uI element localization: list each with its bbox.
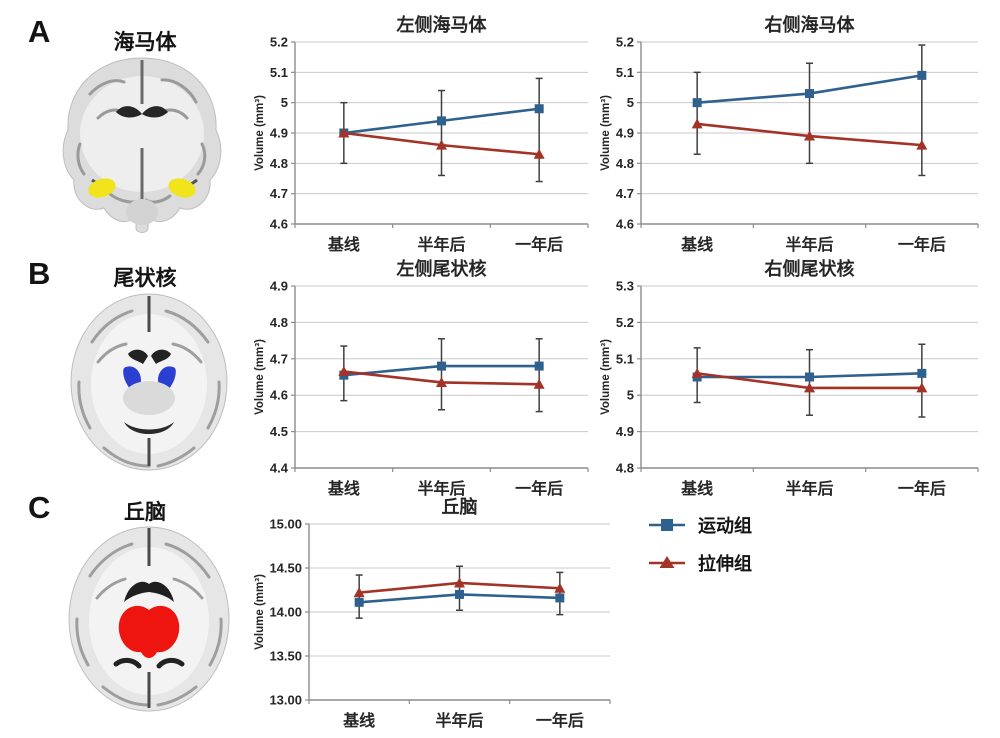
svg-text:15.00: 15.00 xyxy=(269,517,302,532)
svg-text:4.9: 4.9 xyxy=(616,424,634,439)
chart-left-hippocampus: 左侧海马体 5.2 5.1 5 4.9 4.8 4.7 4.6 基线 半年后 一年后 Volume (… xyxy=(254,14,589,254)
svg-text:Volume (mm³): Volume (mm³) xyxy=(600,95,612,171)
svg-text:半年后: 半年后 xyxy=(785,235,833,254)
svg-text:4.6: 4.6 xyxy=(270,388,288,403)
svg-text:4.7: 4.7 xyxy=(270,186,288,201)
svg-text:5.1: 5.1 xyxy=(270,65,288,80)
legend-item-exercise-group: 运动组 xyxy=(648,512,752,538)
panel-letter-a: A xyxy=(28,14,51,49)
svg-text:基线: 基线 xyxy=(680,479,713,498)
sulci-lines xyxy=(77,309,221,468)
svg-text:Volume (mm³): Volume (mm³) xyxy=(600,339,612,415)
svg-text:一年后: 一年后 xyxy=(515,235,563,254)
svg-text:Volume (mm³): Volume (mm³) xyxy=(254,574,266,650)
thalamus-mri-image xyxy=(68,526,230,712)
svg-text:5.3: 5.3 xyxy=(616,279,634,294)
svg-text:5: 5 xyxy=(627,95,634,110)
legend-item-stretch-group: 拉伸组 xyxy=(648,550,752,576)
region-title-caudate: 尾状核 xyxy=(113,267,177,290)
region-title-hippocampus: 海马体 xyxy=(113,31,177,54)
chart-thalamus: 丘脑 15.00 14.50 14.00 13.50 13.00 基线 半年后 一年后 Volum… xyxy=(254,496,611,730)
svg-text:5: 5 xyxy=(627,388,634,403)
svg-text:一年后: 一年后 xyxy=(898,235,946,254)
svg-text:半年后: 半年后 xyxy=(785,479,833,498)
svg-text:一年后: 一年后 xyxy=(898,479,946,498)
svg-text:5.2: 5.2 xyxy=(616,315,634,330)
caudate-mri-image xyxy=(70,293,228,471)
posterior-ventricle xyxy=(124,422,174,434)
svg-text:一年后: 一年后 xyxy=(515,479,563,498)
sulci-lines xyxy=(75,542,223,707)
svg-text:4.9: 4.9 xyxy=(270,126,288,141)
svg-text:基线: 基线 xyxy=(342,711,375,730)
panel-letter-c: C xyxy=(28,490,51,525)
svg-text:4.8: 4.8 xyxy=(270,156,288,171)
svg-text:5: 5 xyxy=(281,95,288,110)
legend-label-stretch: 拉伸组 xyxy=(698,554,752,574)
thalamus-highlight xyxy=(118,605,180,658)
legend-label-exercise: 运动组 xyxy=(698,516,752,536)
hippocampus-highlight-left xyxy=(88,178,116,198)
svg-text:Volume (mm³): Volume (mm³) xyxy=(254,339,266,415)
thalamic-region xyxy=(123,381,175,415)
legend: 运动组 拉伸组 xyxy=(648,512,752,588)
svg-text:4.9: 4.9 xyxy=(270,279,288,294)
svg-text:4.5: 4.5 xyxy=(270,424,288,439)
svg-text:基线: 基线 xyxy=(327,479,360,498)
anterior-horn-left xyxy=(128,349,148,364)
svg-text:4.7: 4.7 xyxy=(616,186,634,201)
svg-text:左侧尾状核: 左侧尾状核 xyxy=(397,258,487,279)
svg-text:基线: 基线 xyxy=(327,235,360,254)
anterior-horn-right xyxy=(151,349,171,364)
svg-text:半年后: 半年后 xyxy=(435,711,483,730)
svg-text:右侧尾状核: 右侧尾状核 xyxy=(765,258,855,279)
svg-text:左侧海马体: 左侧海马体 xyxy=(397,14,488,35)
svg-text:4.6: 4.6 xyxy=(270,217,288,232)
svg-text:4.8: 4.8 xyxy=(616,156,634,171)
svg-text:5.1: 5.1 xyxy=(616,351,634,366)
svg-text:半年后: 半年后 xyxy=(417,479,465,498)
svg-text:4.4: 4.4 xyxy=(270,461,289,476)
svg-text:丘脑: 丘脑 xyxy=(442,496,478,517)
svg-text:13.00: 13.00 xyxy=(269,693,302,708)
posterior-horns xyxy=(113,657,185,669)
white-matter xyxy=(80,76,204,192)
anterior-horns xyxy=(124,581,174,602)
chart-left-caudate: 左侧尾状核 4.9 4.8 4.7 4.6 4.5 4.4 基线 半年后 一年后 Volume (m… xyxy=(254,258,589,498)
svg-text:14.50: 14.50 xyxy=(269,561,302,576)
svg-text:4.7: 4.7 xyxy=(270,351,288,366)
chart-right-caudate: 右侧尾状核 5.3 5.2 5.1 5 4.9 4.8 基线 半年后 一年后 Volume (mm³… xyxy=(600,258,979,498)
svg-text:4.9: 4.9 xyxy=(616,126,634,141)
svg-text:4.6: 4.6 xyxy=(616,217,634,232)
svg-text:Volume (mm³): Volume (mm³) xyxy=(254,95,266,171)
hippocampus-highlight-right xyxy=(168,178,196,198)
exercise-group-marker-icon xyxy=(649,519,685,531)
svg-text:4.8: 4.8 xyxy=(270,315,288,330)
stretch-group-marker-icon xyxy=(649,556,685,568)
svg-text:基线: 基线 xyxy=(680,235,713,254)
panel-letter-b: B xyxy=(28,256,51,291)
lateral-ventricles xyxy=(116,106,168,118)
svg-text:14.00: 14.00 xyxy=(269,605,302,620)
svg-text:5.1: 5.1 xyxy=(616,65,634,80)
hippocampus-mri-image xyxy=(62,57,222,233)
svg-text:一年后: 一年后 xyxy=(536,711,584,730)
chart-right-hippocampus: 右侧海马体 5.2 5.1 5 4.9 4.8 4.7 4.6 基线 半年后 一年后 Volume (… xyxy=(600,14,979,254)
brainstem xyxy=(126,199,158,225)
svg-text:5.2: 5.2 xyxy=(616,35,634,50)
svg-text:4.8: 4.8 xyxy=(616,461,634,476)
svg-text:半年后: 半年后 xyxy=(417,235,465,254)
svg-text:5.2: 5.2 xyxy=(270,35,288,50)
svg-text:右侧海马体: 右侧海马体 xyxy=(765,14,856,35)
region-title-thalamus: 丘脑 xyxy=(124,501,166,524)
svg-text:13.50: 13.50 xyxy=(269,649,302,664)
